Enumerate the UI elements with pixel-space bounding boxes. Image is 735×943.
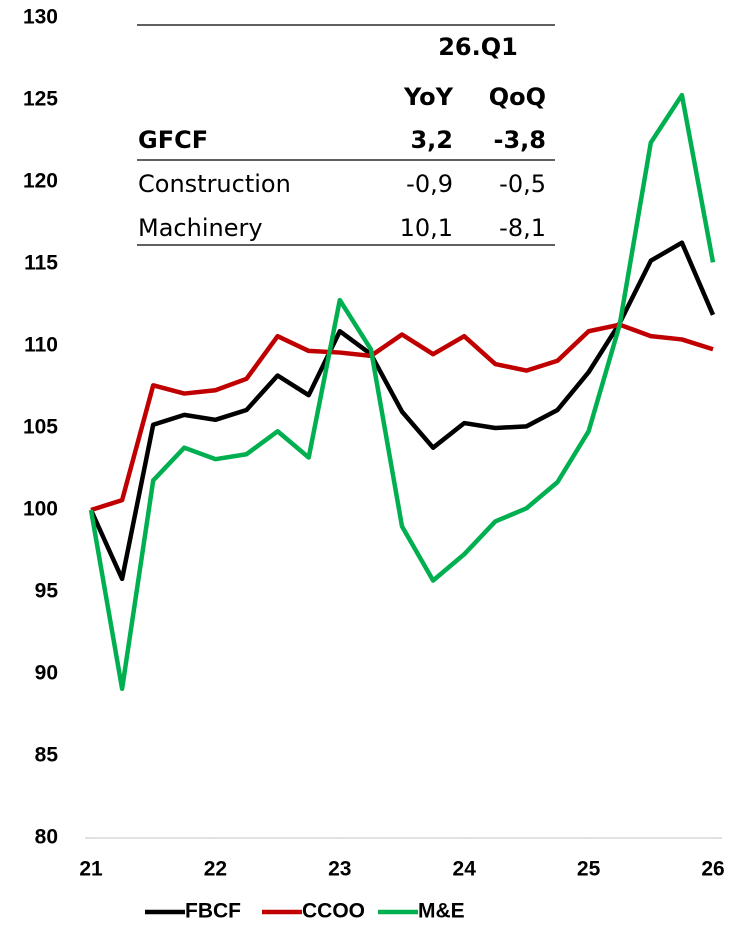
table-row-label: GFCF [138,126,208,154]
y-tick-label: 110 [24,334,58,357]
table-row-label: Machinery [138,214,263,242]
y-tick-label: 100 [23,498,58,521]
x-tick-label: 25 [577,858,601,881]
table-cell: -0,5 [499,170,546,198]
y-tick-label: 95 [35,580,59,603]
legend-label: FBCF [185,900,241,923]
table-cell: 10,1 [400,214,453,242]
x-tick-label: 24 [453,858,477,881]
y-tick-label: 90 [35,662,58,685]
table-cell: -0,9 [406,170,453,198]
legend-label: CCOO [302,900,365,923]
table-cell: -8,1 [499,214,546,242]
y-tick-label: 120 [23,170,58,193]
legend-label: M&E [418,900,465,923]
y-tick-label: 115 [24,252,58,275]
table-column: QoQ [489,83,546,111]
y-tick-label: 130 [23,6,58,29]
x-tick-label: 22 [204,858,227,881]
x-tick-label: 21 [79,858,103,881]
y-tick-label: 105 [23,416,58,439]
table-row-label: Construction [138,170,291,198]
x-tick-label: 26 [701,858,724,881]
table-cell: 3,2 [410,126,453,154]
y-tick-label: 85 [35,744,59,767]
x-tick-label: 23 [328,858,351,881]
series-line [88,240,716,582]
table-column: YoY [403,83,454,111]
y-tick-label: 80 [35,826,58,849]
series-line [90,322,714,513]
table-cell: -3,8 [494,126,546,154]
table-period: 26.Q1 [438,33,518,61]
series-line [88,92,716,692]
y-tick-label: 125 [23,88,58,111]
